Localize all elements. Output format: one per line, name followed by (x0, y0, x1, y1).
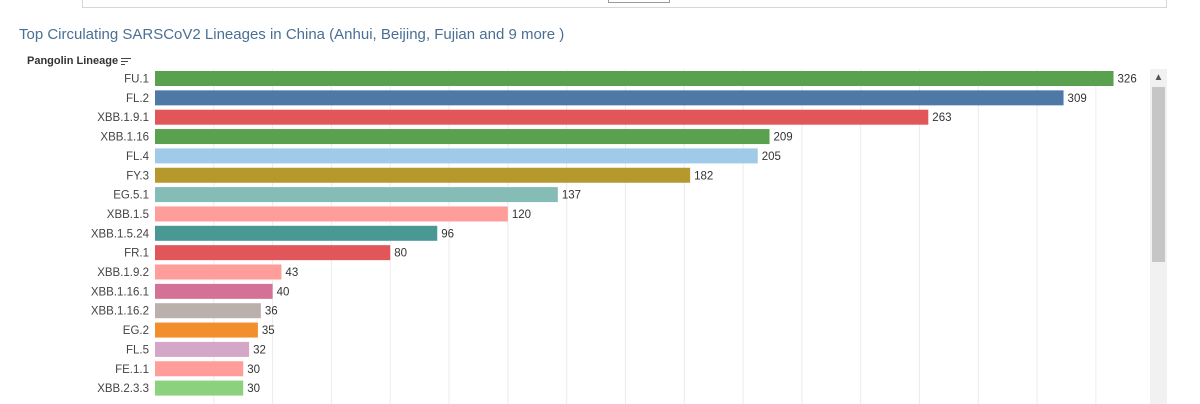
bar[interactable] (155, 341, 250, 357)
bar[interactable] (155, 109, 929, 125)
value-label: 30 (247, 383, 260, 395)
bar[interactable] (155, 264, 282, 280)
gridlines (213, 69, 1097, 404)
category-label: XBB.1.9.1 (97, 112, 149, 124)
category-label: EG.2 (123, 325, 149, 337)
value-label: 326 (1118, 74, 1137, 86)
category-label: FR.1 (124, 248, 149, 260)
bar[interactable] (155, 380, 244, 396)
bar[interactable] (155, 283, 273, 299)
value-label: 32 (253, 344, 266, 356)
top-divider (82, 0, 1167, 8)
value-label: 96 (441, 228, 454, 240)
bar[interactable] (155, 303, 261, 319)
value-label: 120 (512, 209, 531, 221)
category-label: FY.3 (126, 170, 149, 182)
value-label: 35 (262, 325, 275, 337)
category-label: FU.1 (124, 74, 149, 86)
category-label: XBB.1.9.2 (97, 267, 149, 279)
bar-chart: FU.1 326 FL.2 309 XBB.1.9.1 263 XBB.1.16 209 FL.… (91, 69, 1137, 404)
axis-header: Pangolin Lineage (27, 55, 132, 67)
category-label: XBB.1.5 (107, 209, 149, 221)
bar[interactable] (155, 245, 391, 261)
value-label: 30 (247, 364, 260, 376)
bar[interactable] (155, 225, 438, 241)
category-label: XBB.1.16.2 (91, 306, 149, 318)
chevron-up-icon[interactable]: ▲ (1153, 71, 1164, 83)
chart-title: Top Circulating SARSCoV2 Lineages in Chi… (19, 26, 565, 43)
bar[interactable] (155, 322, 258, 338)
bar[interactable] (155, 361, 244, 377)
category-label: EG.5.1 (113, 190, 149, 202)
value-label: 205 (762, 151, 781, 163)
bar[interactable] (155, 71, 1114, 86)
value-label: 40 (277, 286, 290, 298)
category-label: FL.4 (126, 151, 150, 163)
bar[interactable] (155, 90, 1064, 106)
bar[interactable] (155, 187, 558, 203)
value-label: 80 (394, 248, 407, 260)
value-label: 43 (285, 267, 298, 279)
category-label: FL.2 (126, 93, 149, 105)
category-label: FE.1.1 (115, 364, 149, 376)
top-tick-mark (608, 0, 670, 3)
value-label: 209 (774, 132, 793, 144)
value-label: 182 (694, 170, 713, 182)
value-label: 137 (562, 190, 581, 202)
bar[interactable] (155, 167, 691, 183)
value-label: 263 (932, 112, 951, 124)
value-label: 309 (1068, 93, 1087, 105)
vertical-scrollbar[interactable]: ▲ (1150, 69, 1167, 404)
bar[interactable] (155, 206, 508, 222)
category-label: XBB.1.16.1 (91, 286, 149, 298)
value-label: 36 (265, 306, 278, 318)
axis-header-label: Pangolin Lineage (27, 55, 119, 67)
bar[interactable] (155, 148, 758, 164)
bar[interactable] (155, 129, 770, 145)
scrollbar-thumb[interactable] (1152, 87, 1165, 262)
category-label: XBB.1.16 (100, 132, 149, 144)
category-label: FL.5 (126, 344, 149, 356)
category-label: XBB.1.5.24 (91, 228, 150, 240)
category-label: XBB.2.3.3 (97, 383, 149, 395)
sort-descending-icon[interactable] (121, 57, 132, 66)
